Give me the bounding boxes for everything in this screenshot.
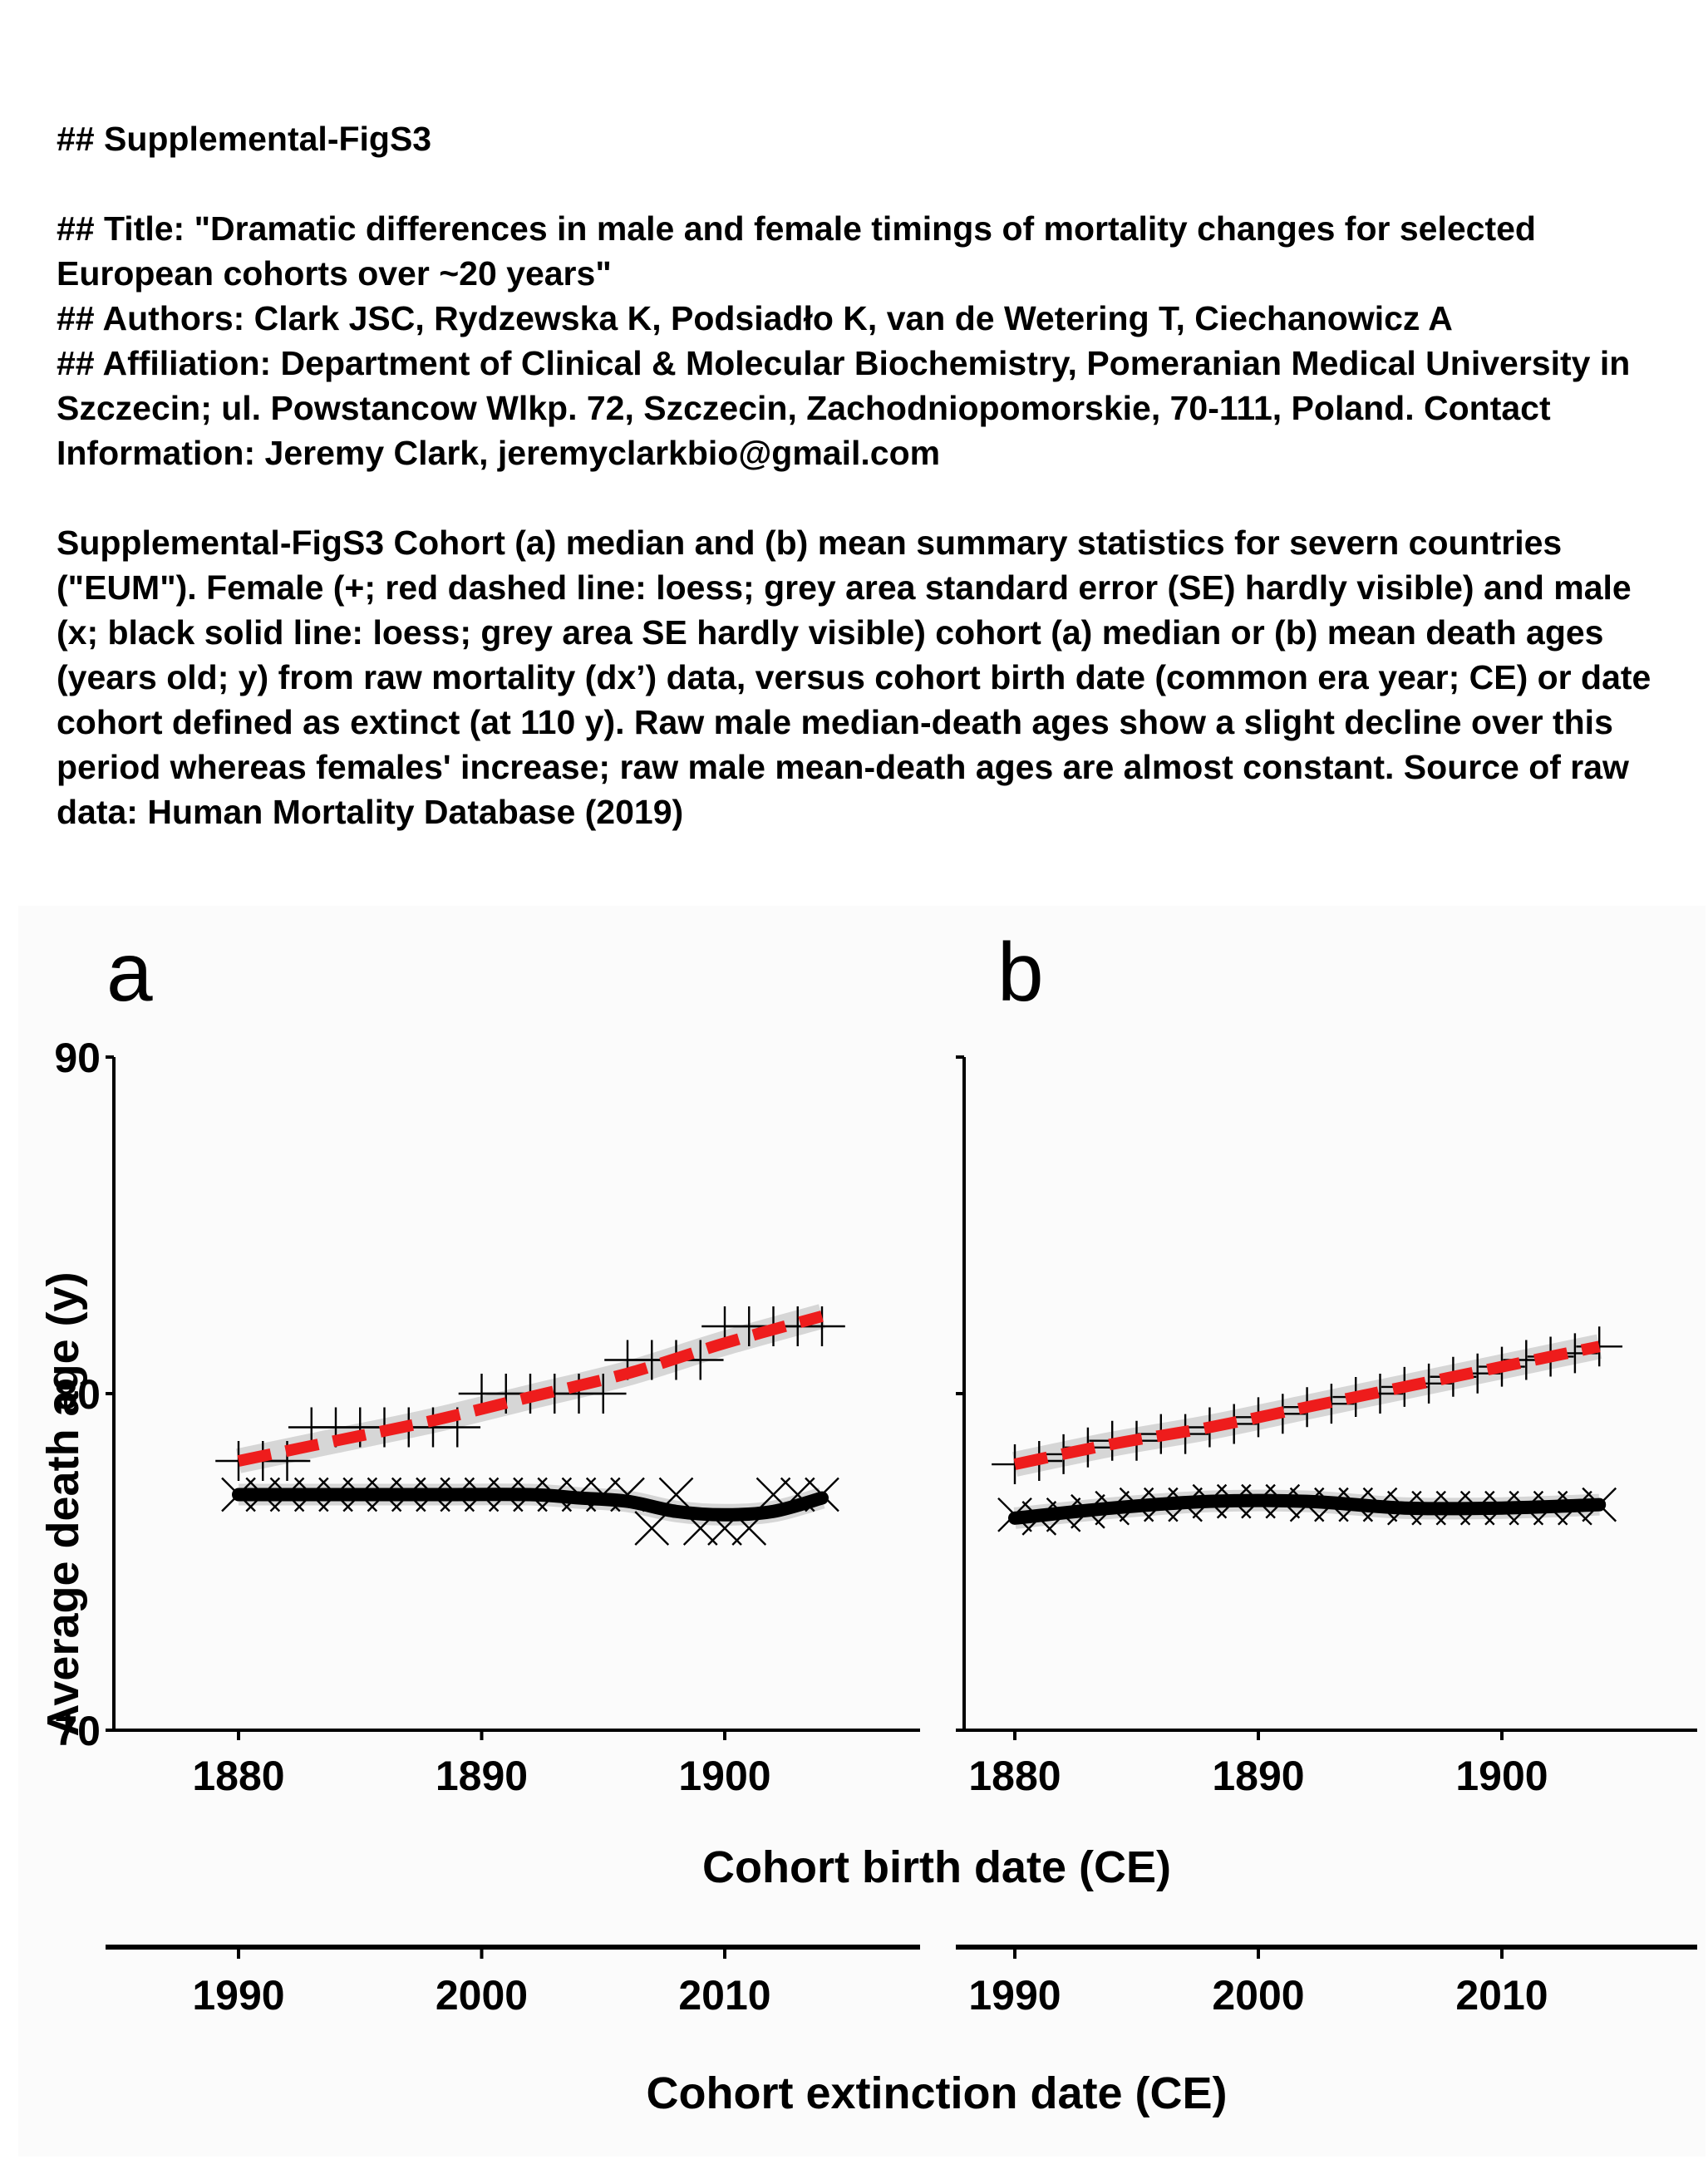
caption-affiliation: ## Affiliation: Department of Clinical &… [57, 344, 1631, 472]
x2-axis-title: Cohort extinction date (CE) [647, 2068, 1228, 2118]
panel-a-x2-tick-label: 1990 [192, 1972, 284, 2019]
panel-a-x2-tick-label: 2010 [678, 1972, 770, 2019]
figure-caption: ## Supplemental-FigS3 ## Title: "Dramati… [57, 116, 1669, 834]
panel-a-chart: 70 80 90 1880 1890 1900 1990 2000 2010 [54, 1035, 920, 2019]
panel-b-x2-tick-label: 1990 [968, 1972, 1061, 2019]
panel-b-letter: b [997, 926, 1044, 1019]
panel-a-male-loess-line [232, 1488, 829, 1522]
panel-a-y-tick-label: 80 [54, 1371, 101, 1418]
panel-b-male-loess-line [1008, 1493, 1607, 1525]
figure-panel: 70 80 90 1880 1890 1900 1990 2000 2010 1880 1890 1… [18, 906, 1706, 2157]
y-axis-title: Average death age (y) [38, 1271, 88, 1736]
panel-b-x-tick-label: 1890 [1212, 1753, 1304, 1799]
panel-a-x-tick-label: 1900 [678, 1753, 770, 1799]
panel-a-male-point [634, 1511, 670, 1546]
caption-legend-text: Supplemental-FigS3 Cohort (a) median and… [57, 524, 1651, 831]
panel-a-female-loess-line [237, 1311, 824, 1467]
panel-a-y-tick-label: 90 [54, 1035, 101, 1081]
panel-b-x-tick-label: 1880 [968, 1753, 1061, 1799]
panel-b-x2-tick-label: 2000 [1212, 1972, 1304, 2019]
panel-a-letter: a [106, 926, 153, 1019]
panel-b-chart: 1880 1890 1900 1990 2000 2010 [956, 1055, 1697, 2019]
panel-b-x2-tick-label: 2010 [1455, 1972, 1548, 2019]
caption-title: ## Title: "Dramatic differences in male … [57, 209, 1536, 293]
panel-b-female-loess-line [1013, 1340, 1601, 1470]
panel-a-x-tick-label: 1890 [436, 1753, 528, 1799]
x-axis-title: Cohort birth date (CE) [702, 1842, 1171, 1892]
panel-a-female-point [579, 1374, 627, 1414]
panel-a-x2-tick-label: 2000 [436, 1972, 528, 2019]
panel-a-y-tick-label: 70 [54, 1708, 101, 1754]
panel-b-x-tick-label: 1900 [1455, 1753, 1548, 1799]
caption-authors: ## Authors: Clark JSC, Rydzewska K, Pods… [57, 299, 1453, 337]
panel-a-x-tick-label: 1880 [192, 1753, 284, 1799]
caption-heading: ## Supplemental-FigS3 [57, 120, 432, 158]
